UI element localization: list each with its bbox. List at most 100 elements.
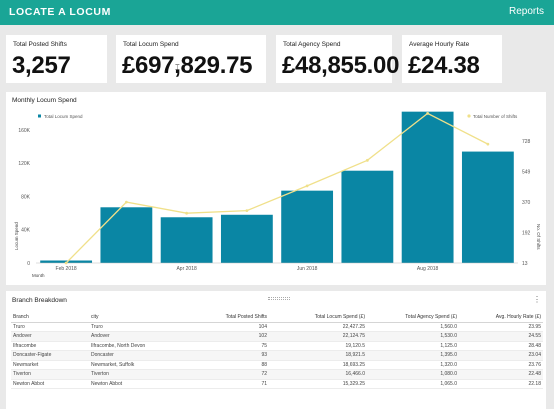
total-posted-shifts-cell: 104 bbox=[189, 322, 269, 332]
point-total-number-of-shifts bbox=[64, 261, 68, 265]
column-header-branch[interactable]: Branch bbox=[11, 312, 89, 323]
total-agency-spend-cell: 1,125.0 bbox=[367, 341, 459, 351]
legend-label-total-number-of-shifts: Total Number of Shifts bbox=[473, 114, 518, 119]
branch-breakdown-table: Branch city Total Posted Shifts Total Lo… bbox=[11, 312, 543, 389]
branch-cell: Truro bbox=[11, 322, 89, 332]
city-cell: Doncaster bbox=[89, 350, 189, 361]
kpi-label: Total Locum Spend bbox=[123, 41, 179, 48]
point-total-number-of-shifts bbox=[245, 209, 249, 213]
y-tick-label: 120K bbox=[18, 161, 30, 167]
app-logo[interactable]: LOCATE A LOCUM bbox=[9, 6, 111, 18]
branch-cell: Newmarket bbox=[11, 360, 89, 370]
total-locum-spend-cell: 22,427.25 bbox=[269, 322, 367, 332]
total-agency-spend-cell: 1,395.0 bbox=[367, 350, 459, 361]
kpi-label: Total Agency Spend bbox=[283, 41, 341, 48]
text-cursor-icon: ⌶ bbox=[175, 63, 180, 72]
column-header-total-locum-spend[interactable]: Total Locum Spend (£) bbox=[269, 312, 367, 323]
total-agency-spend-cell: 1,530.0 bbox=[367, 331, 459, 342]
y-tick-label-right: 192 bbox=[522, 230, 531, 236]
avg-hourly-rate-cell: 23.04 bbox=[459, 350, 543, 361]
city-cell: Newton Abbot bbox=[89, 379, 189, 389]
city-cell: Tiverton bbox=[89, 369, 189, 380]
table-row[interactable]: Ilfracombe Ilfracombe, North Devon 75 19,12… bbox=[11, 341, 543, 351]
kpi-card-average-hourly-rate: Average Hourly Rate £24.38 bbox=[402, 35, 502, 83]
legend-swatch-total-number-of-shifts bbox=[467, 114, 471, 118]
avg-hourly-rate-cell: 23.76 bbox=[459, 360, 543, 370]
more-options-icon[interactable]: ⋮ bbox=[533, 295, 541, 304]
reports-link[interactable]: Reports bbox=[508, 6, 544, 17]
avg-hourly-rate-cell: 23.95 bbox=[459, 322, 543, 332]
branch-breakdown-panel: Branch Breakdown ⋮ Branch city Total Pos… bbox=[6, 291, 546, 409]
branch-cell: Tiverton bbox=[11, 369, 89, 380]
column-header-city[interactable]: city bbox=[89, 312, 189, 323]
x-tick-label: Aug 2018 bbox=[417, 266, 439, 272]
total-agency-spend-cell: 1,080.0 bbox=[367, 369, 459, 380]
avg-hourly-rate-cell: 22.18 bbox=[459, 379, 543, 389]
table-row[interactable]: Truro Truro 104 22,427.25 1,560.0 23.95 bbox=[11, 322, 543, 332]
y-tick-label: 160K bbox=[18, 128, 30, 134]
point-total-number-of-shifts bbox=[486, 142, 490, 146]
y-axis-title-right: No. Of Shifts bbox=[536, 224, 541, 250]
kpi-label: Total Posted Shifts bbox=[13, 41, 67, 48]
y-tick-label-right: 728 bbox=[522, 139, 531, 145]
table-header-row: Branch city Total Posted Shifts Total Lo… bbox=[11, 312, 543, 323]
total-locum-spend-cell: 15,329.25 bbox=[269, 379, 367, 389]
panel-title: Branch Breakdown bbox=[12, 297, 67, 304]
table-row[interactable]: Doncaster-Figate Doncaster 93 18,921.5 1,395… bbox=[11, 350, 543, 361]
total-locum-spend-cell: 18,921.5 bbox=[269, 350, 367, 361]
total-posted-shifts-cell: 72 bbox=[189, 369, 269, 380]
branch-cell: Ilfracombe bbox=[11, 341, 89, 351]
y-axis-title: Locum Spend bbox=[14, 222, 19, 250]
table-row[interactable]: Newmarket Newmarket, Suffolk 88 18,693.25 1,… bbox=[11, 360, 543, 370]
column-header-total-posted-shifts[interactable]: Total Posted Shifts bbox=[189, 312, 269, 323]
drag-handle[interactable] bbox=[268, 297, 290, 300]
bar-jul-2018 bbox=[341, 170, 394, 263]
branch-cell: Newton Abbot bbox=[11, 379, 89, 389]
point-total-number-of-shifts bbox=[185, 211, 189, 215]
table-row[interactable]: Newton Abbot Newton Abbot 71 15,329.25 1,065… bbox=[11, 379, 543, 389]
point-total-number-of-shifts bbox=[124, 200, 128, 204]
total-locum-spend-cell: 19,120.5 bbox=[269, 341, 367, 351]
table-row[interactable]: Andover Andover 102 22,124.75 1,530.0 24.55 bbox=[11, 331, 543, 342]
top-bar: LOCATE A LOCUM Reports bbox=[0, 0, 554, 25]
line-total-number-of-shifts bbox=[65, 112, 489, 264]
total-locum-spend-cell: 18,693.25 bbox=[269, 360, 367, 370]
column-header-total-agency-spend[interactable]: Total Agency Spend (£) bbox=[367, 312, 459, 323]
total-posted-shifts-cell: 93 bbox=[189, 350, 269, 361]
kpi-value: £697,829.75 bbox=[122, 52, 253, 79]
bar-may-2018 bbox=[220, 214, 273, 263]
avg-hourly-rate-cell: 22.48 bbox=[459, 369, 543, 380]
bar-mar-2018 bbox=[100, 207, 153, 263]
x-axis-title: Month bbox=[32, 273, 45, 278]
column-header-avg-hourly-rate[interactable]: Avg. Hourly Rate (£) bbox=[459, 312, 543, 323]
monthly-locum-spend-chart: Total Locum Spend Total Number of Shifts 0… bbox=[14, 111, 541, 278]
y-tick-label-right: 370 bbox=[522, 200, 531, 206]
legend-label-total-locum-spend: Total Locum Spend bbox=[44, 114, 83, 119]
legend-swatch-total-locum-spend bbox=[38, 114, 41, 118]
kpi-card-total-locum-spend: Total Locum Spend £697,829.75 ⌶ bbox=[116, 35, 266, 83]
bar-aug-2018 bbox=[401, 111, 454, 263]
point-total-number-of-shifts bbox=[365, 158, 369, 162]
avg-hourly-rate-cell: 24.55 bbox=[459, 331, 543, 342]
total-posted-shifts-cell: 71 bbox=[189, 379, 269, 389]
total-agency-spend-cell: 1,320.0 bbox=[367, 360, 459, 370]
avg-hourly-rate-cell: 28.48 bbox=[459, 341, 543, 351]
y-tick-label-right: 13 bbox=[522, 261, 528, 267]
city-cell: Newmarket, Suffolk bbox=[89, 360, 189, 370]
bar-sep-2018 bbox=[461, 151, 514, 263]
kpi-value: 3,257 bbox=[12, 52, 71, 79]
x-tick-label: Feb 2018 bbox=[56, 266, 77, 272]
kpi-label: Average Hourly Rate bbox=[409, 41, 470, 48]
branch-cell: Andover bbox=[11, 331, 89, 342]
branch-cell: Doncaster-Figate bbox=[11, 350, 89, 361]
city-cell: Andover bbox=[89, 331, 189, 342]
table-row[interactable]: Tiverton Tiverton 72 16,466.0 1,080.0 22.48 bbox=[11, 369, 543, 380]
kpi-value: £48,855.00 bbox=[282, 52, 400, 79]
y-tick-label: 40K bbox=[21, 228, 31, 234]
monthly-locum-spend-panel: Monthly Locum Spend Total Locum Spend Tot… bbox=[6, 92, 546, 285]
total-locum-spend-cell: 22,124.75 bbox=[269, 331, 367, 342]
bar-jun-2018 bbox=[281, 190, 334, 263]
kpi-value: £24.38 bbox=[408, 52, 480, 79]
total-agency-spend-cell: 1,065.0 bbox=[367, 379, 459, 389]
y-tick-label-right: 549 bbox=[522, 169, 531, 175]
